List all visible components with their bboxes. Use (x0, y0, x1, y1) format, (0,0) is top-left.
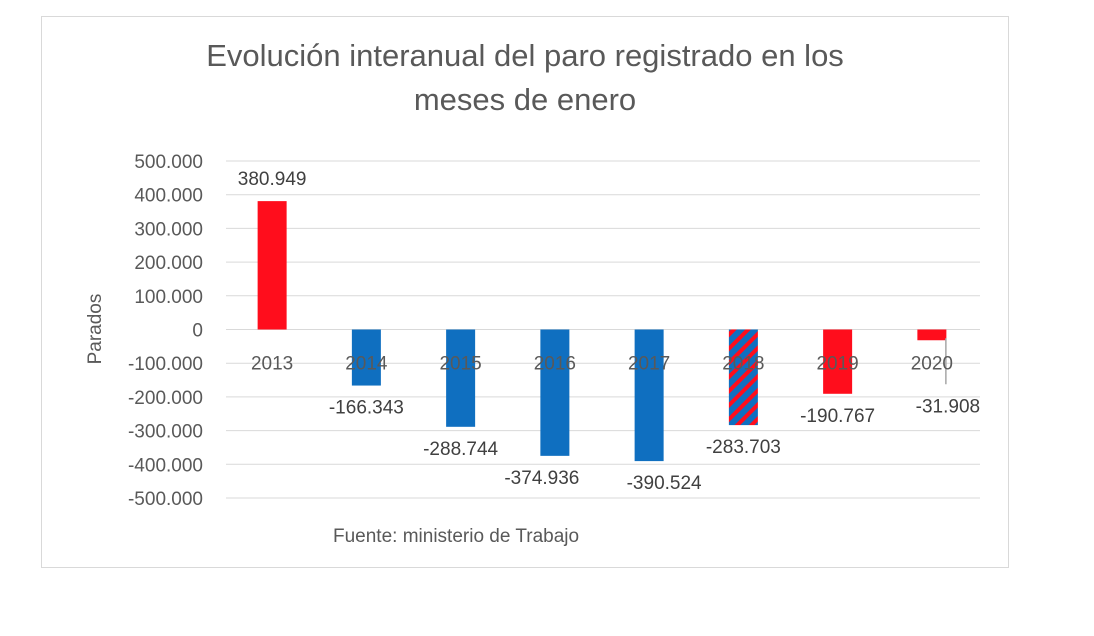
y-tick-label: -200.000 (128, 388, 203, 409)
bar-2013 (257, 201, 287, 330)
category-label-2013: 2013 (251, 354, 293, 375)
y-tick-label: 400.000 (134, 186, 203, 207)
y-tick-label: 0 (192, 321, 203, 342)
bar-2018 (728, 329, 758, 426)
bars (257, 201, 947, 462)
data-labels: 380.949-166.343-288.744-374.936 -390.524-… (238, 169, 980, 494)
category-label-2019: 2019 (816, 354, 858, 375)
bar-2019 (823, 329, 853, 394)
y-tick-label: 100.000 (134, 287, 203, 308)
data-label-2014: -166.343 (329, 398, 404, 419)
y-tick-label: -500.000 (128, 489, 203, 510)
data-label-2015: -288.744 (423, 439, 498, 460)
data-label-2018: -283.703 (706, 437, 781, 458)
x-axis-categories: 2013 2014 2015 2016 2017 2018 2019 2020 (251, 354, 953, 375)
bar-2017 (634, 329, 664, 462)
y-axis-ticks: 500.000 400.000 300.000 200.000 100.000 0 -100… (128, 152, 203, 510)
bar-2016 (540, 329, 570, 456)
data-label-2020: -31.908 (916, 396, 980, 417)
source-note: Fuente: ministerio de Trabajo (333, 526, 579, 547)
bar-2014 (351, 329, 381, 386)
data-label-2013: 380.949 (238, 169, 307, 190)
category-label-2014: 2014 (345, 354, 388, 375)
category-label-2016: 2016 (534, 354, 576, 375)
category-label-2020: 2020 (911, 354, 953, 375)
y-tick-label: 300.000 (134, 219, 203, 240)
category-label-2017: 2017 (628, 354, 670, 375)
category-label-2018: 2018 (722, 354, 764, 375)
bar-2020 (917, 329, 947, 341)
data-label-2017: -390.524 (627, 473, 702, 494)
chart-title-line-2: meses de enero (414, 82, 636, 117)
data-label-2019: -190.767 (800, 406, 875, 427)
chart-title-line-1: Evolución interanual del paro registrado… (206, 38, 844, 73)
y-tick-label: -400.000 (128, 455, 203, 476)
bar-2015 (446, 329, 476, 427)
y-tick-label: 500.000 (134, 152, 203, 173)
y-axis-label: Parados (85, 294, 106, 365)
y-tick-label: -300.000 (128, 422, 203, 443)
category-label-2015: 2015 (439, 354, 481, 375)
y-tick-label: 200.000 (134, 253, 203, 274)
y-tick-label: -100.000 (128, 354, 203, 375)
gridlines (226, 160, 980, 499)
data-label-2016: -374.936 (504, 468, 579, 489)
chart-frame (41, 16, 1009, 568)
